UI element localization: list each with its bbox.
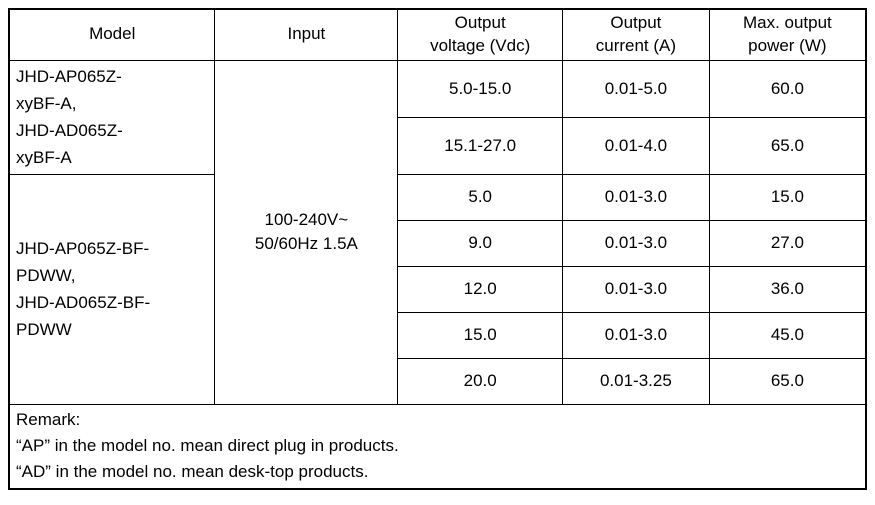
power-cell: 65.0 bbox=[708, 116, 867, 175]
table-row: 15.0 0.01-3.0 45.0 bbox=[9, 311, 867, 359]
voltage-cell: 5.0-15.0 bbox=[397, 59, 564, 118]
header-model: Model bbox=[8, 8, 216, 61]
power-cell: 45.0 bbox=[708, 311, 867, 359]
power-cell: 65.0 bbox=[708, 357, 867, 405]
table-row: 12.0 0.01-3.0 36.0 bbox=[9, 265, 867, 313]
header-row: Model Input Output voltage (Vdc) Output … bbox=[8, 8, 867, 61]
voltage-cell: 15.0 bbox=[397, 311, 564, 359]
model-group-2-cell: JHD-AP065Z-BF- PDWW, JHD-AD065Z-BF- PDWW bbox=[8, 173, 216, 405]
header-output-voltage: Output voltage (Vdc) bbox=[397, 8, 564, 61]
power-cell: 60.0 bbox=[708, 59, 867, 118]
voltage-cell: 20.0 bbox=[397, 357, 564, 405]
header-input: Input bbox=[214, 8, 399, 61]
remark-cell: Remark: “AP” in the model no. mean direc… bbox=[8, 403, 867, 490]
current-cell: 0.01-3.0 bbox=[562, 265, 710, 313]
remark-title: Remark: bbox=[16, 409, 81, 429]
power-cell: 27.0 bbox=[708, 219, 867, 267]
header-output-current: Output current (A) bbox=[562, 8, 710, 61]
remark-line-2: “AD” in the model no. mean desk-top prod… bbox=[16, 462, 369, 482]
table-row: JHD-AP065Z- xyBF-A, JHD-AD065Z- xyBF-A 1… bbox=[8, 59, 867, 405]
current-cell: 0.01-3.0 bbox=[562, 311, 710, 359]
table-row: 15.1-27.0 0.01-4.0 65.0 bbox=[9, 116, 867, 175]
remark-row: Remark: “AP” in the model no. mean direc… bbox=[8, 403, 867, 490]
current-cell: 0.01-3.0 bbox=[562, 173, 710, 221]
power-cell: 15.0 bbox=[708, 173, 867, 221]
power-spec-table: Model Input Output voltage (Vdc) Output … bbox=[8, 8, 867, 490]
remark-line-1: “AP” in the model no. mean direct plug i… bbox=[16, 435, 399, 455]
current-cell: 0.01-3.0 bbox=[562, 219, 710, 267]
voltage-cell: 15.1-27.0 bbox=[397, 116, 564, 175]
current-cell: 0.01-5.0 bbox=[562, 59, 710, 118]
table-row: 9.0 0.01-3.0 27.0 bbox=[9, 219, 867, 267]
voltage-cell: 12.0 bbox=[397, 265, 564, 313]
table-row: 20.0 0.01-3.25 65.0 bbox=[9, 357, 867, 405]
table-row: JHD-AP065Z-BF- PDWW, JHD-AD065Z-BF- PDWW… bbox=[8, 173, 867, 405]
voltage-cell: 5.0 bbox=[397, 173, 564, 221]
power-cell: 36.0 bbox=[708, 265, 867, 313]
current-cell: 0.01-4.0 bbox=[562, 116, 710, 175]
current-cell: 0.01-3.25 bbox=[562, 357, 710, 405]
voltage-cell: 9.0 bbox=[397, 219, 564, 267]
header-max-output-power: Max. output power (W) bbox=[708, 8, 867, 61]
model-group-1-cell: JHD-AP065Z- xyBF-A, JHD-AD065Z- xyBF-A bbox=[8, 59, 216, 175]
input-cell: 100-240V~ 50/60Hz 1.5A bbox=[214, 59, 399, 405]
